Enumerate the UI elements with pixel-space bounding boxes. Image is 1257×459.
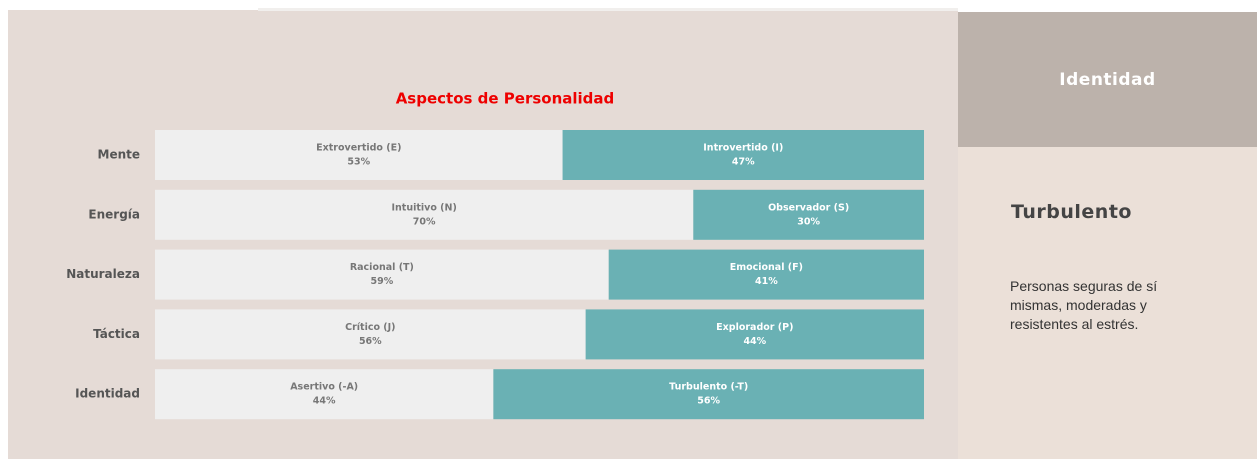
side-panel: Turbulento Personas seguras de sí mismas… — [958, 147, 1257, 459]
value-label: 44% — [313, 396, 336, 407]
segment-label: Observador (S) — [768, 202, 849, 213]
category-label: Mente — [98, 148, 141, 162]
value-label: 30% — [797, 216, 820, 227]
bar-segment — [155, 369, 494, 420]
value-label: 59% — [370, 276, 393, 287]
segment-label: Asertivo (-A) — [290, 382, 358, 393]
bar-segment — [585, 309, 924, 360]
segment-label: Extrovertido (E) — [316, 143, 401, 154]
category-label: Identidad — [75, 387, 140, 401]
bar-segment — [693, 189, 924, 240]
bar-segment — [155, 309, 586, 360]
chart: Aspectos de Personalidad Mente Extroverti… — [8, 8, 958, 459]
category-label: Naturaleza — [66, 267, 140, 281]
value-label: 56% — [697, 396, 720, 407]
top-strip — [258, 8, 958, 11]
segment-label: Intuitivo (N) — [391, 202, 456, 213]
bar-segment — [155, 130, 563, 180]
value-label: 53% — [347, 157, 370, 168]
segment-label: Introvertido (I) — [703, 143, 783, 154]
value-label: 44% — [743, 336, 766, 347]
segment-label: Racional (T) — [350, 262, 414, 273]
panel-title: Turbulento — [1011, 201, 1132, 223]
bar-segment — [608, 249, 924, 300]
panel-header: Identidad — [958, 12, 1257, 147]
segment-label: Crítico (J) — [345, 322, 395, 333]
value-label: 41% — [755, 276, 778, 287]
category-label: Energía — [88, 207, 140, 221]
panel-text: Personas seguras de sí mismas, moderadas… — [1010, 278, 1158, 332]
segment-label: Explorador (P) — [716, 322, 793, 333]
segment-label: Emocional (F) — [730, 262, 803, 273]
value-label: 56% — [359, 336, 382, 347]
bar-segment — [155, 249, 609, 300]
bar-segment — [493, 369, 924, 420]
value-label: 70% — [413, 216, 436, 227]
segment-label: Turbulento (-T) — [669, 382, 748, 393]
value-label: 47% — [732, 157, 755, 168]
category-label: Táctica — [93, 327, 140, 341]
bar-segment — [562, 130, 924, 180]
bar-segment — [155, 189, 694, 240]
chart-title: Aspectos de Personalidad — [396, 90, 615, 108]
